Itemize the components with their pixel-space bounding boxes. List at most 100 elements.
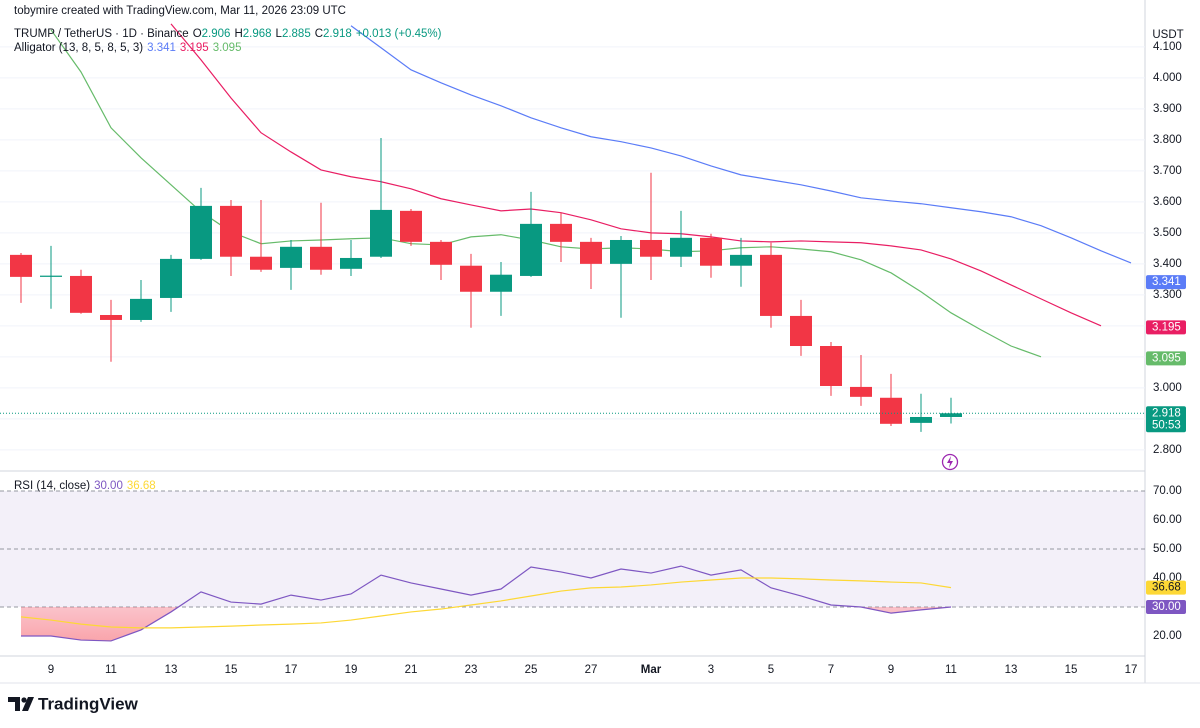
y-tick-label: 60.00 bbox=[1153, 514, 1182, 526]
ohlc-value: 2.968 bbox=[242, 28, 272, 40]
indicator-badge: 3.341 bbox=[1152, 276, 1181, 288]
candle-body bbox=[10, 254, 32, 277]
candle-body bbox=[760, 254, 782, 316]
candle-body bbox=[250, 256, 272, 270]
symbol-legend: TRUMP / TetherUS · 1D · Binance O2.906 H2.… bbox=[14, 27, 445, 41]
ohlc-key: L bbox=[275, 28, 282, 40]
alert-icon bbox=[941, 453, 959, 471]
x-tick-label: 9 bbox=[888, 664, 894, 676]
rsi-badge: 36.68 bbox=[1152, 582, 1181, 594]
x-tick-label: 25 bbox=[525, 664, 538, 676]
tradingview-logo: TradingView bbox=[8, 694, 139, 713]
y-tick-label: 3.600 bbox=[1153, 196, 1182, 208]
candle-body bbox=[940, 413, 962, 417]
y-tick-label: 2.800 bbox=[1153, 444, 1182, 456]
candle-body bbox=[190, 205, 212, 259]
candle-body bbox=[340, 257, 362, 269]
candle-body bbox=[310, 246, 332, 270]
rsi-badge: 30.00 bbox=[1152, 601, 1181, 613]
ohlc-key: C bbox=[314, 28, 324, 40]
candle-body bbox=[100, 315, 122, 320]
candle-body bbox=[220, 205, 242, 257]
change: +0.013 (+0.45%) bbox=[355, 28, 442, 40]
ohlc-key: O bbox=[192, 28, 202, 40]
y-tick-label: 3.400 bbox=[1153, 258, 1182, 270]
x-tick-label: 23 bbox=[465, 664, 478, 676]
x-tick-label: 15 bbox=[225, 664, 238, 676]
candle-body bbox=[790, 315, 812, 347]
indicator-badge: 3.095 bbox=[1152, 352, 1181, 364]
candle-body bbox=[670, 237, 692, 257]
y-tick-label: 3.300 bbox=[1153, 289, 1182, 301]
x-tick-label: 11 bbox=[105, 664, 117, 676]
rsi-badge-bg bbox=[1146, 580, 1186, 595]
logo-mark bbox=[22, 697, 34, 711]
candle-body bbox=[460, 265, 482, 292]
credit: tobymire created with TradingView.com, M… bbox=[14, 5, 346, 17]
countdown: 50:53 bbox=[1152, 419, 1181, 431]
indicator-title: Alligator (13, 8, 5, 8, 5, 3) bbox=[14, 42, 144, 54]
x-tick-label: Mar bbox=[641, 664, 662, 676]
candle-body bbox=[640, 239, 662, 257]
rsi-value: 36.68 bbox=[126, 480, 156, 492]
ohlc-value: 2.906 bbox=[201, 28, 231, 40]
price-badge-bg bbox=[1146, 406, 1186, 433]
alert-circle bbox=[941, 453, 959, 471]
alert-bolt bbox=[947, 456, 953, 468]
x-tick-label: 21 bbox=[405, 664, 418, 676]
indicator-line bbox=[21, 565, 952, 642]
rsi-legend: RSI (14, close) 30.00 36.68 bbox=[14, 479, 160, 493]
ohlc-value: 2.885 bbox=[281, 28, 311, 40]
symbol: TRUMP / TetherUS · 1D · Binance bbox=[14, 28, 189, 40]
logo-mark bbox=[8, 697, 20, 711]
rsi-value: 30.00 bbox=[94, 480, 123, 492]
candle-body bbox=[40, 275, 62, 277]
x-tick-label: 13 bbox=[165, 664, 178, 676]
y-tick-label: 3.800 bbox=[1153, 134, 1182, 146]
candle-body bbox=[160, 258, 182, 298]
y-tick-label: 70.00 bbox=[1153, 485, 1182, 497]
y-tick-label: 20.00 bbox=[1153, 630, 1182, 642]
candle-body bbox=[700, 237, 722, 266]
y-tick-label: 3.900 bbox=[1153, 103, 1182, 115]
rsi-badge-bg bbox=[1146, 600, 1186, 615]
candle-body bbox=[850, 386, 872, 397]
price-badge: 2.918 bbox=[1152, 407, 1181, 419]
candles bbox=[10, 137, 962, 432]
candle-body bbox=[520, 223, 542, 276]
candle-body bbox=[400, 210, 422, 242]
indicator-line bbox=[20, 577, 952, 629]
y-tick-label: 4.000 bbox=[1153, 72, 1182, 84]
indicator-line bbox=[50, 29, 1042, 358]
indicator-badge-bg bbox=[1146, 275, 1186, 290]
x-tick-label: 13 bbox=[1005, 664, 1018, 676]
currency-label: USDT bbox=[1152, 29, 1183, 41]
indicator-badge: 3.195 bbox=[1152, 321, 1181, 333]
candle-body bbox=[880, 397, 902, 424]
x-tick-label: 17 bbox=[285, 664, 298, 676]
candle-body bbox=[70, 275, 92, 313]
x-tick-label: 11 bbox=[945, 664, 957, 676]
candle-body bbox=[610, 239, 632, 264]
x-tick-label: 9 bbox=[48, 664, 54, 676]
candle-body bbox=[370, 209, 392, 257]
rsi-title: RSI (14, close) bbox=[14, 480, 91, 492]
x-tick-label: 17 bbox=[1125, 664, 1138, 676]
oversold-fill bbox=[21, 607, 951, 641]
brand: TradingView bbox=[38, 694, 139, 713]
x-tick-label: 3 bbox=[708, 664, 714, 676]
candle-body bbox=[130, 298, 152, 320]
y-tick-label: 3.000 bbox=[1153, 382, 1182, 394]
indicator-value: 3.095 bbox=[212, 42, 242, 54]
ohlc-key: H bbox=[234, 28, 243, 40]
indicator-badge-bg bbox=[1146, 320, 1186, 335]
indicator-value: 3.195 bbox=[179, 42, 209, 54]
indicator-line bbox=[170, 23, 1102, 327]
candle-body bbox=[730, 254, 752, 266]
indicator-line bbox=[350, 25, 1132, 264]
x-tick-label: 27 bbox=[585, 664, 598, 676]
y-tick-label: 4.100 bbox=[1153, 41, 1182, 53]
y-tick-label: 50.00 bbox=[1153, 543, 1182, 555]
